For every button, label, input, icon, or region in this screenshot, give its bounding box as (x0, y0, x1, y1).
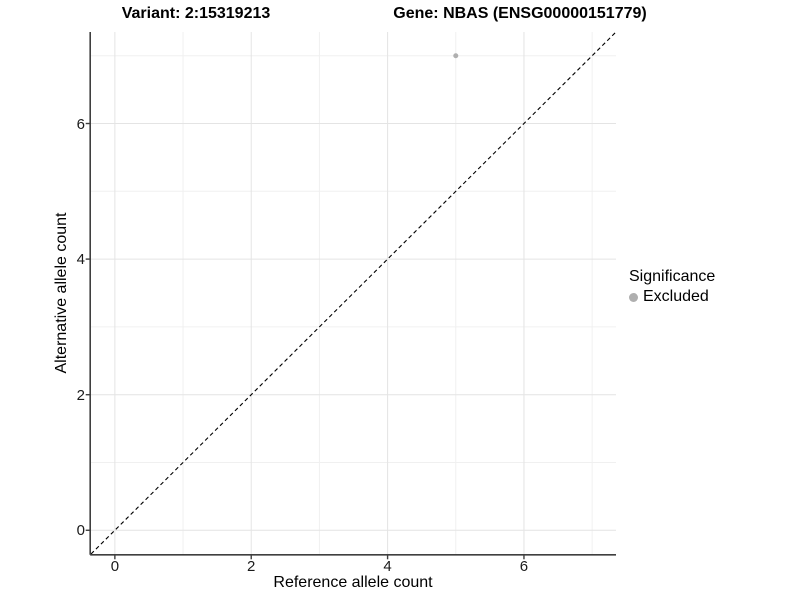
legend-title: Significance (629, 268, 716, 285)
legend-key-dot-icon (629, 292, 638, 302)
x-tick-label: 4 (383, 558, 392, 575)
x-axis-title: Reference allele count (273, 574, 433, 591)
y-tick-label: 6 (76, 115, 85, 133)
y-tick-label: 0 (76, 522, 85, 540)
x-tick-label: 6 (519, 558, 529, 575)
x-tick-label: 0 (110, 558, 120, 575)
plot-title-gene: Gene: NBAS (ENSG00000151779) (393, 5, 647, 22)
plot-title-variant: Variant: 2:15319213 (121, 5, 271, 22)
legend: Significance Excluded (629, 268, 715, 306)
y-axis-title: Alternative allele count (53, 212, 70, 374)
data-point (453, 53, 459, 59)
y-tick-label: 2 (76, 386, 85, 404)
legend-item: Excluded (629, 288, 715, 306)
x-tick-label: 2 (247, 558, 256, 575)
y-tick-label: 4 (76, 251, 85, 269)
identity-reference-line (90, 31, 617, 555)
legend-item-label: Excluded (643, 288, 709, 305)
